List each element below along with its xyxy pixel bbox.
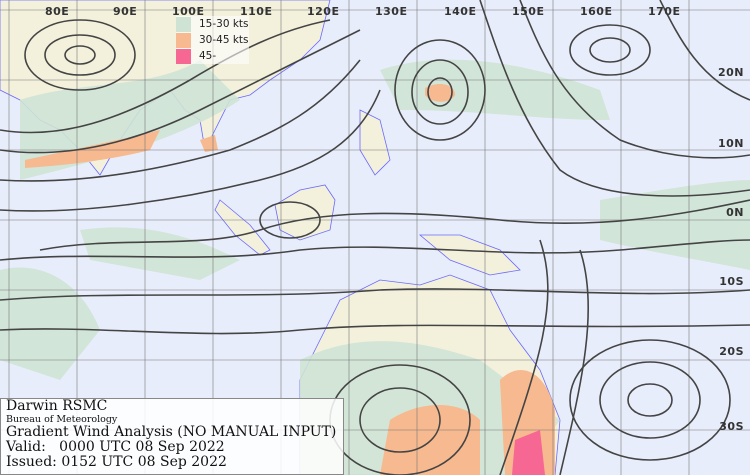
lat-label: 20S xyxy=(719,345,744,358)
valid-time: Valid: 0000 UTC 08 Sep 2022 xyxy=(6,439,225,455)
agency-name: Bureau of Meteorology xyxy=(6,414,118,425)
lon-label: 90E xyxy=(113,5,138,18)
legend-label: 45- xyxy=(199,50,217,62)
lon-label: 130E xyxy=(375,5,408,18)
land-newguinea xyxy=(418,234,521,276)
lon-label: 100E xyxy=(172,5,205,18)
land-borneo xyxy=(274,184,336,241)
legend-swatch xyxy=(176,16,191,32)
lon-label: 160E xyxy=(580,5,613,18)
lon-label: 150E xyxy=(512,5,545,18)
product-title: Gradient Wind Analysis (NO MANUAL INPUT) xyxy=(6,424,337,440)
legend-label: 15-30 kts xyxy=(199,18,249,30)
legend-swatch xyxy=(176,48,191,64)
land-philippines xyxy=(359,109,391,176)
legend-swatch xyxy=(176,32,191,48)
legend-label: 30-45 kts xyxy=(199,34,249,46)
issued-time: Issued: 0152 UTC 08 Sep 2022 xyxy=(6,454,227,470)
legend-item: 15-30 kts xyxy=(176,16,249,32)
legend-item: 30-45 kts xyxy=(176,32,249,48)
lon-label: 140E xyxy=(444,5,477,18)
lon-label: 110E xyxy=(240,5,273,18)
legend: 15-30 kts 30-45 kts 45- xyxy=(176,16,249,64)
lon-label: 120E xyxy=(307,5,340,18)
lon-label: 80E xyxy=(45,5,70,18)
lat-label: 20N xyxy=(717,66,744,79)
centre-name: Darwin RSMC xyxy=(6,398,108,414)
lat-label: 10S xyxy=(719,275,744,288)
lat-label: 30S xyxy=(719,420,744,433)
lon-label: 170E xyxy=(648,5,681,18)
lat-label: 0N xyxy=(726,206,744,219)
legend-item: 45- xyxy=(176,48,249,64)
lat-label: 10N xyxy=(717,137,744,150)
info-box: Darwin RSMC Bureau of Meteorology Gradie… xyxy=(0,398,344,475)
